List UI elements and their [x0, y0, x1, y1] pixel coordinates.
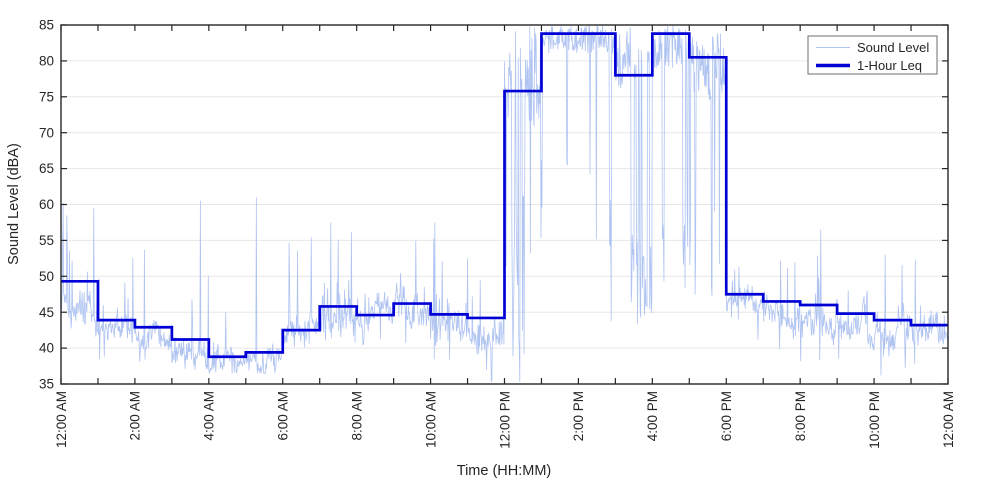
y-tick-label: 35: [39, 377, 54, 392]
x-tick-label: 12:00 AM: [941, 391, 956, 448]
x-tick-labels: 12:00 AM 2:00 AM 4:00 AM 6:00 AM 8:00 AM 10:0…: [54, 391, 956, 449]
x-tick-label: 2:00 AM: [128, 391, 143, 441]
y-tick-label: 70: [39, 125, 54, 140]
series-layer: [60, 24, 948, 383]
y-tick-label: 85: [39, 18, 54, 33]
x-tick-label: 12:00 PM: [497, 391, 512, 449]
legend-label-1-hour-leq: 1-Hour Leq: [857, 58, 922, 73]
x-tick-label: 4:00 AM: [202, 391, 217, 441]
legend-label-sound-level: Sound Level: [857, 40, 929, 55]
y-tick-label: 65: [39, 161, 54, 176]
y-tick-label: 40: [39, 341, 54, 356]
x-tick-label: 10:00 PM: [867, 391, 882, 449]
x-tick-label: 2:00 PM: [571, 391, 586, 441]
y-tick-label: 55: [39, 233, 54, 248]
x-tick-label: 10:00 AM: [423, 391, 438, 448]
y-tick-label: 60: [39, 197, 54, 212]
y-tick-label: 75: [39, 89, 54, 104]
legend: Sound Level 1-Hour Leq: [807, 35, 938, 75]
y-tick-label: 45: [39, 305, 54, 320]
axis-ticks: [60, 24, 949, 385]
legend-box: [807, 35, 938, 75]
x-tick-label: 8:00 PM: [793, 391, 808, 441]
y-tick-label: 80: [39, 54, 54, 69]
x-tick-label: 6:00 AM: [276, 391, 291, 441]
x-axis-label: Time (HH:MM): [457, 463, 552, 479]
one-hour-leq-series: [61, 32, 948, 359]
x-tick-label: 12:00 AM: [54, 391, 69, 448]
x-tick-label: 6:00 PM: [719, 391, 734, 441]
y-tick-label: 50: [39, 269, 54, 284]
y-axis-label: Sound Level (dBA): [6, 143, 22, 265]
x-tick-label: 8:00 AM: [349, 391, 364, 441]
x-tick-label: 4:00 PM: [645, 391, 660, 441]
y-tick-labels: 35 40 45 50 55 60 65 70 75 80 85: [39, 18, 54, 392]
